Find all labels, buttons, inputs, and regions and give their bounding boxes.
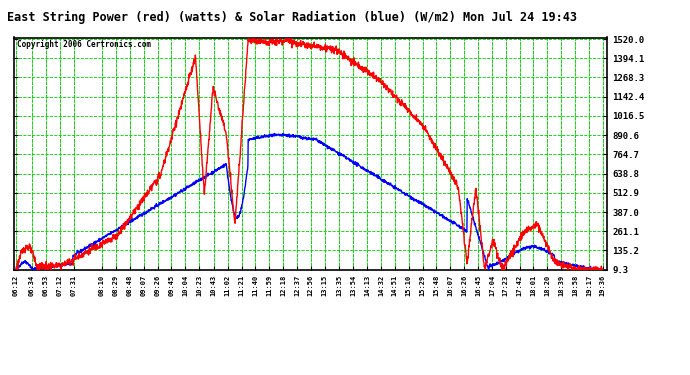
Text: Copyright 2006 Certronics.com: Copyright 2006 Certronics.com <box>17 40 151 49</box>
Text: East String Power (red) (watts) & Solar Radiation (blue) (W/m2) Mon Jul 24 19:43: East String Power (red) (watts) & Solar … <box>7 11 577 24</box>
